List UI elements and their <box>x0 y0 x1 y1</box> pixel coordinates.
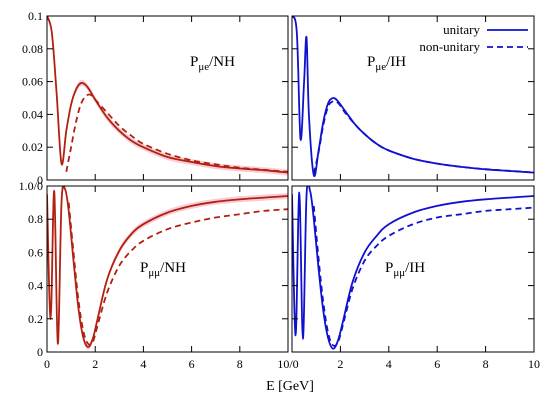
panel-frame <box>46 15 289 181</box>
panel-frame <box>291 15 535 181</box>
series-line-non-unitary <box>312 100 534 174</box>
y-tick-label: 0.08 <box>22 42 43 56</box>
panel-label: Pμe/NH <box>190 54 235 73</box>
panel-pmumu-ih: 2 4 6 8 10 Pμμ/IH <box>291 185 540 371</box>
y-tick-label: 0 <box>37 173 43 187</box>
x-tick-label: 8 <box>483 357 489 371</box>
panel-pmue-ih: Pμe/IH <box>291 15 535 181</box>
y-tick-label: 0.02 <box>22 140 43 154</box>
panel-label: Pμμ/IH <box>385 260 425 279</box>
plot-area <box>292 16 534 178</box>
panel-frame <box>46 185 289 353</box>
series-line-unitary <box>292 16 534 178</box>
x-tick-label: 10 <box>528 357 540 371</box>
uncertainty-band <box>47 16 288 176</box>
series-line-unitary <box>47 16 288 174</box>
y-tick-label: 0.2 <box>28 312 43 326</box>
legend-label: unitary <box>443 22 480 37</box>
plot-area <box>47 186 288 351</box>
x-tick-label: 4 <box>386 357 392 371</box>
x-tick-label: 8 <box>237 357 243 371</box>
series-line-non-unitary <box>65 93 288 173</box>
x-tick-label: 0 <box>44 357 50 371</box>
legend: unitary non-unitary <box>419 22 528 54</box>
x-axis-title: E [GeV] <box>266 379 314 394</box>
x-tick-label: 4 <box>140 357 146 371</box>
panel-pmue-nh: 0 0.02 0.04 0.06 0.08 0.1 Pμe/NH <box>22 9 289 187</box>
series-line-non-unitary <box>312 205 534 347</box>
plot-area <box>47 16 288 176</box>
y-tick-label: 0.8 <box>28 212 43 226</box>
y-tick-label: 0.04 <box>22 107 43 121</box>
x-tick-label: 6 <box>434 357 440 371</box>
x-tick-label: 10/0 <box>277 357 298 371</box>
panel-pmumu-nh: 0 0.2 0.4 0.6 0.8 1.0/0 0 2 4 6 8 10/0 Pμμ/NH <box>19 179 299 371</box>
series-line-unitary <box>47 186 288 348</box>
x-tick-label: 6 <box>189 357 195 371</box>
y-tick-label: 1.0/0 <box>19 179 43 193</box>
y-tick-label: 0.1 <box>28 9 43 23</box>
x-tick-label: 2 <box>337 357 343 371</box>
series-line-non-unitary <box>67 202 288 346</box>
y-tick-label: 0.6 <box>28 245 43 259</box>
panel-label: Pμμ/NH <box>140 260 186 279</box>
x-tick-label: 2 <box>92 357 98 371</box>
plot-area <box>292 186 534 350</box>
legend-label: non-unitary <box>419 39 480 54</box>
panel-label: Pμe/IH <box>367 54 406 73</box>
y-tick-label: 0.4 <box>28 279 43 293</box>
y-tick-label: 0.06 <box>22 75 43 89</box>
panel-frame <box>291 185 535 353</box>
y-tick-label: 0 <box>37 345 43 359</box>
series-line-unitary <box>292 186 534 350</box>
